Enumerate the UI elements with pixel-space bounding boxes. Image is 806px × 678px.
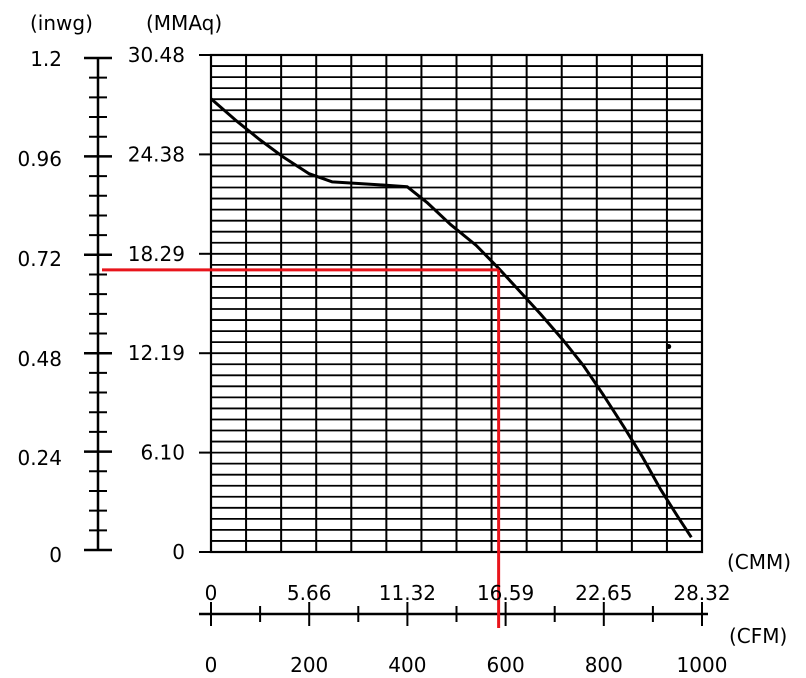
cfm-tick-label: 1000 — [677, 653, 728, 677]
inwg-tick-label: 0.72 — [17, 247, 62, 271]
inwg-tick-label: 0.96 — [17, 147, 62, 171]
cmm-tick-label: 11.32 — [379, 581, 436, 605]
mmaq-tick-label: 12.19 — [128, 341, 185, 365]
x-unit-cmm: (CMM) — [727, 550, 791, 574]
x-unit-cfm: (CFM) — [729, 624, 787, 648]
mmaq-tick-label: 6.10 — [140, 441, 185, 465]
cmm-tick-label: 22.65 — [575, 581, 632, 605]
cmm-tick-label: 5.66 — [287, 581, 332, 605]
performance-curve-layer — [210, 97, 693, 539]
tick-labels: 0 6.10 12.19 18.29 24.38 30.48 0 0.24 0.48 0.72 0.… — [17, 43, 730, 677]
mmaq-tick-label: 30.48 — [128, 43, 185, 67]
mmaq-tick-label: 24.38 — [128, 142, 185, 166]
y-unit-inwg: (inwg) — [30, 11, 93, 35]
operating-point-layer — [102, 268, 501, 628]
stray-data-point — [666, 344, 672, 350]
inwg-tick-label: 0 — [49, 543, 62, 567]
mmaq-tick-label: 18.29 — [128, 242, 185, 266]
cfm-tick-label: 600 — [487, 653, 525, 677]
cfm-tick-label: 400 — [388, 653, 426, 677]
inwg-axis — [84, 56, 112, 552]
cfm-tick-label: 0 — [205, 653, 218, 677]
cfm-axis — [199, 602, 708, 626]
performance-curve — [210, 97, 693, 539]
cmm-tick-label: 28.32 — [673, 581, 730, 605]
cfm-tick-label: 800 — [585, 653, 623, 677]
plot-grid — [199, 53, 704, 554]
cfm-tick-label: 200 — [290, 653, 328, 677]
inwg-tick-label: 1.2 — [30, 47, 62, 71]
inwg-tick-label: 0.48 — [17, 347, 62, 371]
cmm-tick-label: 0 — [205, 581, 218, 605]
inwg-tick-label: 0.24 — [17, 446, 62, 470]
y-unit-mmaq: (MMAq) — [146, 11, 222, 35]
mmaq-tick-label: 0 — [172, 540, 185, 564]
cmm-tick-label: 16.59 — [477, 581, 534, 605]
